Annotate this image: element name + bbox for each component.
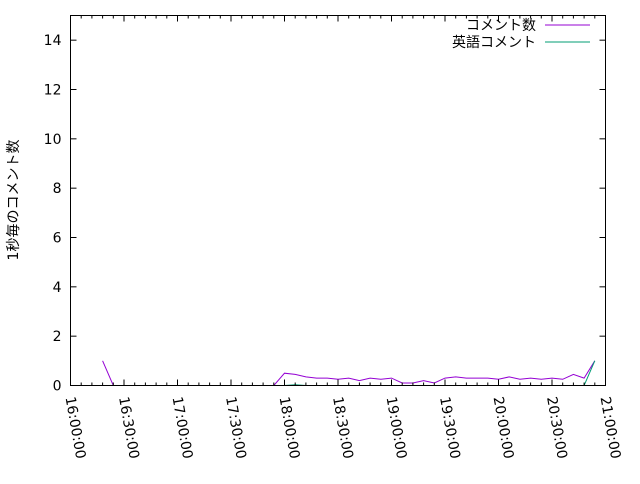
plot-marks: [102, 360, 596, 386]
y-tick-label: 10: [44, 132, 62, 148]
x-tick-label: 20:30:00: [543, 395, 570, 460]
series-line-0: [102, 360, 596, 386]
x-tick-label: 18:00:00: [276, 395, 303, 460]
plot-border: [70, 15, 606, 386]
x-tick-label: 16:00:00: [62, 395, 89, 460]
x-tick-label: 19:00:00: [383, 395, 410, 460]
x-tick-label: 17:30:00: [222, 395, 249, 460]
x-tick-label: 21:00:00: [597, 395, 624, 460]
x-tick-label: 20:00:00: [490, 395, 517, 460]
series-line-1: [102, 360, 596, 386]
axes: 0 2 4 6 8 10 12 14 16:00:00 16:30:00 17:00:00 17:30…: [44, 15, 624, 460]
y-tick-label: 6: [53, 231, 62, 247]
legend-label-1: 英語コメント: [452, 34, 536, 51]
y-tick-label: 12: [44, 83, 62, 99]
x-tick-label: 19:30:00: [436, 395, 463, 460]
y-tick-label: 14: [44, 33, 62, 49]
y-tick-label: 8: [53, 181, 62, 197]
y-axis-label: 1秒毎のコメント数: [6, 140, 22, 261]
x-tick-label: 17:00:00: [169, 395, 196, 460]
x-tick-label: 18:30:00: [329, 395, 356, 460]
x-tick-label: 16:30:00: [115, 395, 142, 460]
legend: コメント数 英語コメント: [452, 18, 590, 51]
legend-label-0: コメント数: [466, 18, 536, 34]
y-tick-label: 2: [53, 329, 62, 345]
y-tick-label: 0: [53, 379, 62, 395]
y-tick-label: 4: [53, 280, 62, 296]
